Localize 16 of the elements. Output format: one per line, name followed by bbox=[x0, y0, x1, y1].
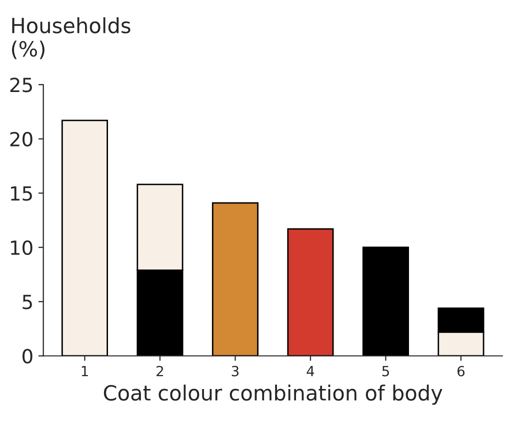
bar bbox=[287, 228, 334, 356]
y-tick-label: 5 bbox=[22, 294, 32, 310]
y-tick-label: 10 bbox=[11, 240, 32, 256]
y-tick-label: 0 bbox=[22, 348, 32, 364]
x-tick-label: 5 bbox=[382, 366, 389, 376]
x-axis-title: Coat colour combination of body bbox=[104, 384, 442, 405]
bar bbox=[212, 202, 258, 356]
x-tick-label: 2 bbox=[156, 366, 164, 376]
y-axis-title: Households (%) bbox=[12, 17, 130, 60]
x-tick-label: 6 bbox=[458, 366, 465, 376]
y-tick-label: 20 bbox=[10, 132, 32, 147]
x-tick-label: 1 bbox=[82, 366, 88, 376]
x-tick-label: 4 bbox=[306, 366, 314, 376]
x-tick-label: 3 bbox=[232, 366, 239, 376]
y-tick-label: 15 bbox=[11, 186, 32, 201]
y-tick-label: 25 bbox=[10, 78, 32, 92]
